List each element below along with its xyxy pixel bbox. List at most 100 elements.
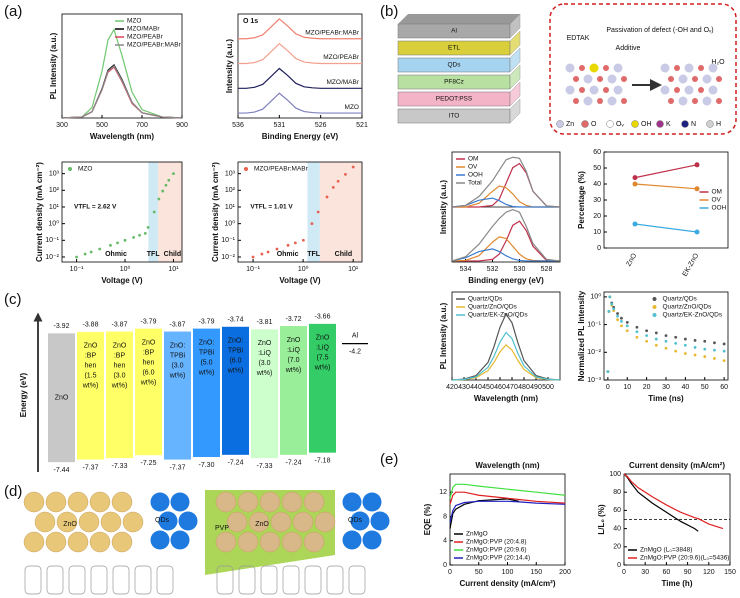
- x-tick-label: 100: [502, 569, 514, 576]
- point: [625, 320, 629, 324]
- atom: [698, 87, 704, 93]
- qd: [170, 492, 190, 512]
- layer-label: ETL: [448, 45, 460, 52]
- series-line: [449, 483, 566, 499]
- series-line: [238, 42, 362, 65]
- atom: [565, 85, 575, 95]
- x-axis-label: Time (ns): [648, 394, 684, 403]
- energy-band: [77, 331, 104, 460]
- series-line: [451, 312, 561, 381]
- annotation: VTFL = 2.62 V: [74, 204, 117, 211]
- band-bottom-label: -7.24: [228, 460, 244, 467]
- series-label: MZO/MABr: [327, 79, 360, 86]
- y-tick-label: 80: [613, 489, 621, 496]
- x-axis-label: Wavelength (nm): [474, 394, 538, 403]
- y-axis-label: Current density (mA cm⁻²): [35, 162, 44, 262]
- inset-edtak: EDTAK: [567, 35, 590, 42]
- y-tick-label: 10³: [49, 170, 60, 177]
- band-label: :BP: [85, 353, 97, 360]
- y-tick-label: 10³: [225, 170, 236, 177]
- layer-side: [509, 47, 521, 73]
- point: [164, 183, 168, 187]
- series-line: [451, 248, 560, 262]
- series-line: [61, 28, 183, 119]
- channel: [90, 565, 108, 595]
- atom: [621, 98, 627, 104]
- x-axis-label: Current density (mA/cm²): [459, 579, 555, 588]
- series-line: [623, 473, 724, 530]
- legend-swatch: [652, 313, 657, 317]
- x-tick-label: 20: [643, 384, 651, 391]
- legend-swatch: [652, 297, 657, 301]
- y-axis-label: Intensity (a.u.): [439, 180, 448, 235]
- panel-label: (b): [380, 3, 398, 20]
- atom: [607, 74, 617, 84]
- atom: [573, 98, 579, 104]
- annotation: TFL: [307, 251, 321, 258]
- legend-swatch: [681, 120, 689, 128]
- band-top-label: -3.72: [286, 316, 302, 323]
- band-label: ZnO: [55, 395, 69, 402]
- band-label: wt%): [169, 372, 186, 379]
- point: [138, 233, 142, 237]
- band-label: :LiQ: [287, 347, 300, 354]
- channel: [282, 565, 300, 595]
- x-tick-label: 450: [482, 384, 494, 391]
- legend-label: K: [666, 121, 671, 128]
- point: [625, 324, 629, 328]
- y-axis-label: Intensity (a.u.): [225, 39, 234, 94]
- point: [344, 173, 347, 176]
- point: [293, 241, 297, 245]
- band-top-label: -3.81: [257, 319, 273, 326]
- y-tick-label: 4: [443, 538, 447, 545]
- band-bottom-label: -7.30: [199, 462, 215, 469]
- x-tick-label: 60: [720, 384, 728, 391]
- series-line: [634, 183, 698, 190]
- layer-side: [509, 30, 521, 56]
- point: [286, 243, 290, 247]
- y-tick-label: 10⁻³: [587, 377, 601, 384]
- series-line: [451, 208, 561, 262]
- channel: [260, 565, 278, 595]
- schematic-label: QDs: [155, 517, 170, 524]
- point: [713, 357, 716, 360]
- channel: [216, 565, 234, 595]
- point: [607, 309, 611, 313]
- inset-h2o: H₂O: [711, 59, 725, 66]
- y-tick-label: 10⁻¹: [587, 321, 601, 328]
- energy-band: [164, 331, 191, 460]
- atom: [579, 87, 585, 93]
- qd: [342, 530, 362, 550]
- zno-particle: [281, 491, 303, 513]
- series-line: [634, 223, 698, 233]
- layer-top: [398, 14, 520, 24]
- point: [608, 295, 612, 299]
- x-tick-label: 50: [701, 384, 709, 391]
- y-tick-label: 40: [613, 525, 621, 532]
- atom: [589, 85, 599, 95]
- legend-label: Quartz/ZnO/QDs: [663, 304, 713, 311]
- point: [635, 335, 639, 339]
- y-tick-label: 10⁻²: [587, 349, 601, 356]
- energy-band: [106, 331, 133, 459]
- point: [310, 222, 314, 226]
- legend-label: ZnMgO:PVP (20:4.8): [466, 539, 527, 546]
- x-tick-label: 532: [487, 266, 499, 273]
- legend-label: O: [591, 121, 597, 128]
- atom: [708, 63, 718, 73]
- x-tick-label: 10: [623, 384, 631, 391]
- x-axis-label: Voltage (V): [279, 276, 321, 285]
- atom: [678, 74, 688, 84]
- y-axis-label: L/L₀ (%): [597, 504, 606, 535]
- point: [635, 330, 639, 334]
- x-tick-label: 440: [470, 384, 482, 391]
- y-tick-label: 60: [593, 149, 601, 156]
- point: [75, 255, 78, 259]
- x-tick-label: 526: [315, 122, 327, 129]
- layer-label: PEDOT:PSS: [436, 96, 473, 103]
- y-tick-label: 10⁻¹: [45, 237, 59, 244]
- x-tick-label: 430: [458, 384, 470, 391]
- band-label: ZnO: [316, 335, 330, 342]
- point: [266, 250, 270, 254]
- layer-side: [509, 13, 521, 39]
